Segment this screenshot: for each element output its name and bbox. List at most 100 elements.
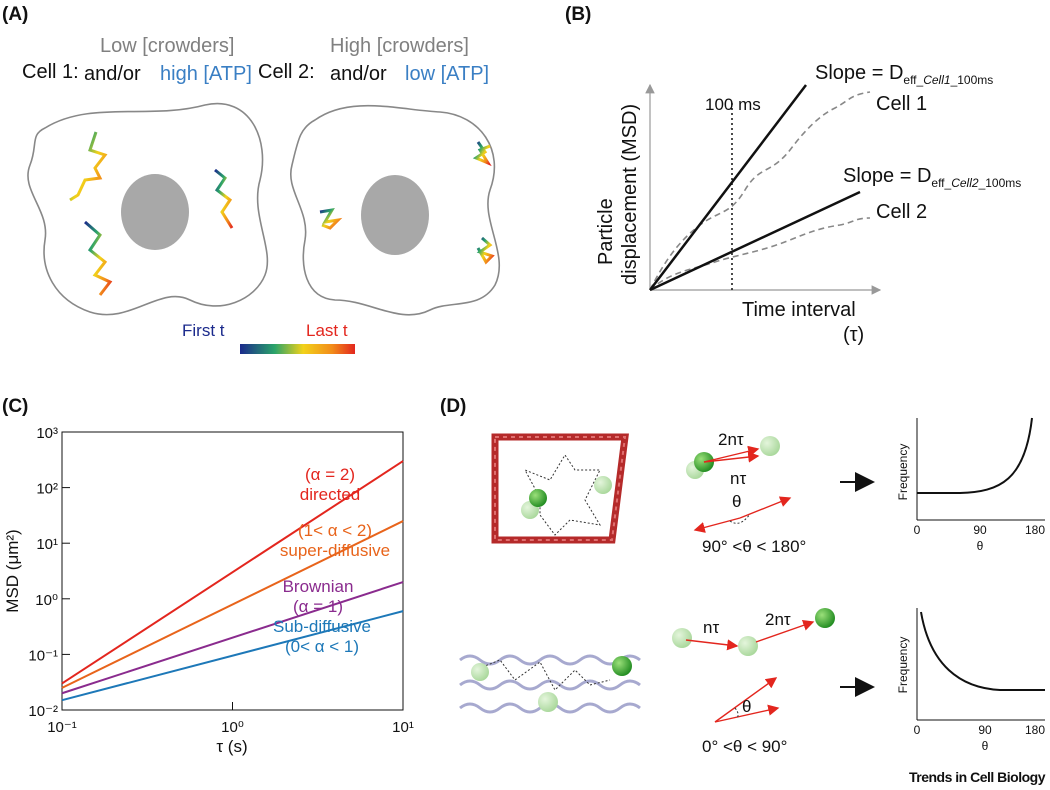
trajectory [319, 207, 343, 230]
slope-text: Slope = D [843, 165, 931, 187]
slope-text: Slope = D [815, 62, 903, 84]
slope-sub: _100ms [950, 73, 994, 87]
msd-curve [649, 91, 871, 291]
step-arrow [703, 451, 760, 463]
frequency-curve [917, 417, 1033, 494]
series-label: Brownian [283, 577, 354, 596]
tick-label: 90 [973, 523, 987, 537]
series-label: Sub-diffusive [273, 617, 371, 636]
particle [815, 608, 835, 628]
msd-curve [649, 217, 871, 291]
x-tick-label: 10⁰ [221, 719, 244, 736]
step-arrow [685, 639, 739, 651]
panel-a: Cell 1: Low [crowders] and/or high [ATP]… [22, 35, 501, 354]
panel-b: 100 ms Slope = Deff_Cell1_100ms Cell 1 S… [595, 62, 1021, 346]
slope-sub: _100ms [978, 176, 1022, 190]
tick-label: 0 [914, 523, 921, 537]
slope-label: Slope = Deff_Cell2_100ms [843, 165, 1021, 190]
panel-c: τ (s) MSD (μm²) 10⁻²10⁻¹10⁰10¹10²10³10⁻¹… [3, 425, 414, 756]
series-line [61, 460, 404, 685]
crowders-text: High [crowders] [330, 35, 469, 57]
step-arrow [755, 619, 815, 643]
colorbar [240, 344, 355, 354]
tick-label: 90 [978, 723, 992, 737]
step-label: 2nτ [765, 610, 791, 629]
axis-label: displacement (MSD) [619, 104, 641, 285]
tick-label: 180 [1025, 523, 1045, 537]
step-label: 2nτ [718, 430, 744, 449]
nucleus [121, 174, 189, 250]
marker-label: 100 ms [705, 95, 761, 114]
axis-label: Time interval [742, 299, 856, 321]
x-axis-label: τ (s) [216, 737, 247, 756]
x-tick-label: 10⁻¹ [47, 719, 77, 736]
panel-label: (B) [565, 4, 591, 25]
series-label: (1< α < 2) [298, 521, 372, 540]
path [474, 659, 611, 691]
particle [538, 692, 558, 712]
slope-sub: eff_ [931, 176, 951, 190]
panel-label: (C) [2, 396, 28, 417]
range-label: 0° <θ < 90° [702, 737, 787, 756]
y-tick-label: 10³ [36, 425, 58, 442]
x-tick-label: 10¹ [392, 719, 414, 736]
particle [529, 489, 547, 507]
series-label: (α = 1) [293, 597, 343, 616]
path [523, 454, 601, 536]
slope-sub: Cell1 [923, 73, 950, 87]
atp-text: low [ATP] [405, 63, 489, 85]
particle [471, 663, 489, 681]
slope-sub: eff_ [903, 73, 923, 87]
curve-label: Cell 1 [876, 93, 927, 115]
y-axis-label: MSD (μm²) [3, 529, 22, 612]
crowders-text: Low [crowders] [100, 35, 235, 57]
trajectory [84, 220, 113, 296]
axis-label: Particle [595, 198, 617, 265]
angle-arrow [714, 704, 780, 723]
y-tick-label: 10⁻² [28, 703, 58, 720]
tick-label: 0 [914, 723, 921, 737]
andor-text: and/or [330, 63, 387, 85]
panel-label: (D) [440, 396, 466, 417]
axis-label: θ [982, 739, 989, 753]
filament-frame [494, 436, 627, 541]
colorbar-label: Last t [306, 321, 348, 340]
y-tick-label: 10⁻¹ [28, 647, 58, 664]
axis-label: θ [977, 539, 984, 553]
atp-text: high [ATP] [160, 63, 252, 85]
range-label: 90° <θ < 180° [702, 537, 806, 556]
trajectory [214, 168, 234, 229]
particle [672, 628, 692, 648]
axis-label: Frequency [896, 444, 910, 501]
curve-label: Cell 2 [876, 201, 927, 223]
particle [738, 636, 758, 656]
frequency-curve [920, 611, 1045, 691]
angle-arrow [714, 677, 778, 723]
andor-text: and/or [84, 63, 141, 85]
cell-label: Cell 2: [258, 61, 315, 83]
step-label: nτ [703, 618, 719, 637]
trajectory [476, 236, 495, 265]
angle-arrow [739, 496, 792, 519]
particle [594, 476, 612, 494]
panel-label: (A) [2, 4, 28, 25]
slope-sub: Cell2 [951, 176, 979, 190]
angle-label: θ [732, 492, 741, 511]
series-label: directed [300, 485, 360, 504]
angle-arc [729, 513, 751, 524]
series-line [61, 520, 404, 689]
series-line [61, 581, 404, 695]
slope-label: Slope = Deff_Cell1_100ms [815, 62, 993, 87]
footer: Trends in Cell Biology [909, 769, 1046, 785]
nucleus [361, 175, 429, 255]
series-line [61, 610, 404, 702]
trajectory [69, 131, 108, 202]
particle [612, 656, 632, 676]
angle-arc [734, 707, 739, 719]
axis-label: Frequency [896, 637, 910, 694]
particle [760, 436, 780, 456]
series-label: (α = 2) [305, 465, 355, 484]
cell-label: Cell 1: [22, 61, 79, 83]
y-tick-label: 10⁰ [35, 592, 58, 609]
